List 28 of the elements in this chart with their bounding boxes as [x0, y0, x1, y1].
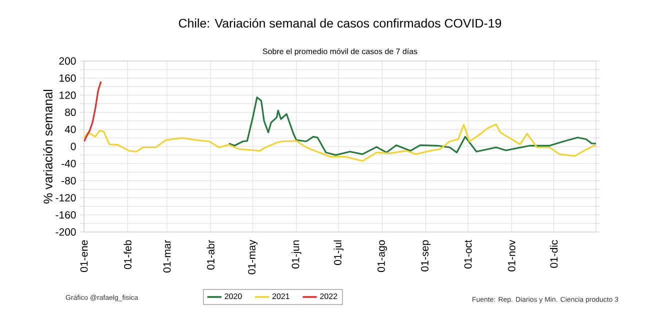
x-tick-label: 01-feb [124, 240, 132, 270]
y-axis-title: % variación semanal [43, 90, 52, 204]
y-tick-label: 80 [65, 108, 76, 116]
x-tick-label: 01-jul [334, 240, 344, 265]
x-tick-label: 01-sep [421, 240, 431, 272]
x-tick-label: 01-dic [550, 240, 558, 268]
y-tick-label: 120 [60, 92, 76, 99]
x-tick-label: 01-abr [206, 240, 214, 270]
x-tick-label: 01-nov [508, 240, 516, 272]
y-tick-label: -120 [56, 194, 76, 202]
x-tick-label: 01-may [248, 240, 258, 274]
line-series [228, 96, 596, 156]
y-tick-label: 200 [59, 57, 76, 65]
x-tick-label: 01-mar [163, 240, 171, 272]
y-tick-label: 40 [64, 126, 76, 134]
chart-title: Chile: Variación semanal de casos confirmados COVID-19 [178, 18, 502, 28]
y-tick-label: 160 [60, 74, 76, 82]
line-series [84, 80, 102, 142]
y-tick-label: 0 [70, 142, 76, 150]
x-tick-label: 01-jun [292, 240, 302, 268]
x-tick-label: 01-oct [464, 240, 472, 268]
y-tick-label: -160 [56, 211, 76, 219]
y-tick-label: -40 [62, 160, 76, 168]
y-tick-label: -80 [62, 177, 76, 184]
line-series [84, 123, 596, 162]
y-tick-label: -200 [56, 228, 76, 236]
x-tick-label: 01-ene [80, 240, 88, 272]
x-tick-label: 01-ago [377, 240, 387, 272]
